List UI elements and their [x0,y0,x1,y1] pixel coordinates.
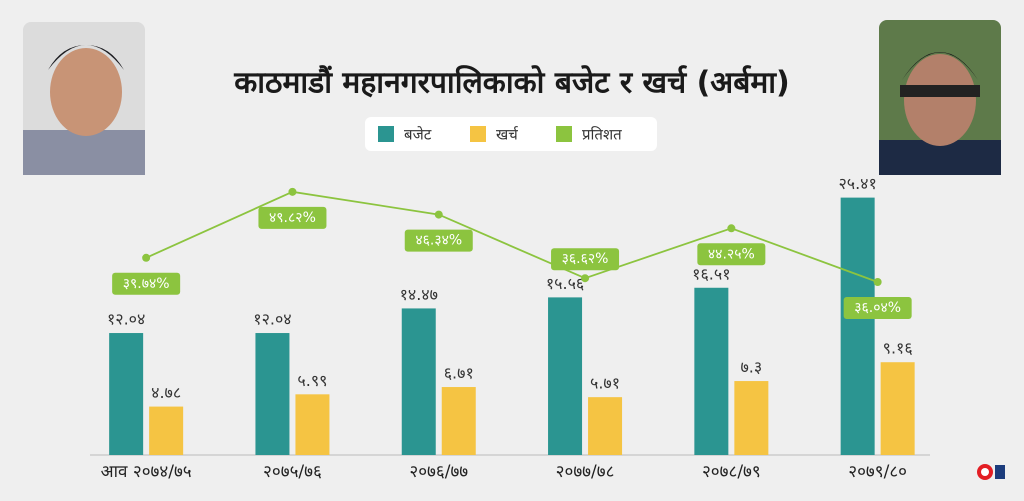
line-point [581,274,590,283]
data-label: ४६.३४% [415,233,462,249]
bar [694,287,729,455]
line-point [727,224,736,233]
data-label: ४९.८२% [269,210,316,226]
data-label-box [697,243,766,266]
x-tick-label: २०७८/७९ [702,462,761,482]
data-label: २५.४१ [838,174,876,193]
chart-title: काठमाडौं महानगरपालिकाको बजेट र खर्च (अर्… [233,65,790,101]
data-label-box [404,229,473,252]
bar [588,397,623,455]
x-tick-label: २०७७/७८ [556,462,615,482]
data-label-box [843,297,912,320]
data-label: १२.०४ [253,310,291,329]
line-point [288,187,297,196]
line-point [142,253,151,262]
data-label: ६.७१ [444,364,474,383]
legend-swatch [470,126,486,142]
bar [734,381,769,455]
portrait-right [879,20,1001,175]
bar [441,387,476,455]
data-label: १२.०४ [107,310,145,329]
bar [149,406,184,455]
bar [109,333,144,455]
data-label: ३९.७४% [123,276,170,292]
legend-label: खर्च [496,126,519,144]
legend-box [365,117,657,151]
legend-swatch [378,126,394,142]
bar [548,297,583,455]
portrait-left [23,22,145,175]
legend-label: बजेट [404,126,432,144]
bar [840,197,875,455]
data-label: १६.५१ [692,264,730,283]
bar [255,333,290,455]
x-tick-label: २०७९/८० [848,462,907,482]
data-label: ४४.२५% [708,246,755,262]
data-label: १४.४७ [400,285,438,304]
data-label: ५.७१ [590,374,620,393]
data-label-box [551,248,620,271]
bar [295,394,330,455]
data-label-box [112,272,181,295]
data-label: ४.७८ [151,383,181,402]
data-label: ५.९९ [297,371,327,390]
x-tick-label: आव २०७४/७५ [101,462,192,482]
data-label: ९.१६ [883,339,913,358]
x-tick-label: २०७६/७७ [409,462,468,482]
data-label: ७.३ [740,358,762,377]
bar [880,362,915,455]
line-point [434,210,443,219]
bar [401,308,436,455]
line-point [873,278,882,287]
data-label-box [258,206,327,229]
data-label: १५.५६ [546,274,584,293]
line [145,190,878,283]
data-label: ३६.०४% [854,300,901,316]
legend-swatch [556,126,572,142]
x-tick-label: २०७५/७६ [263,462,322,482]
logo [977,464,1005,480]
data-label: ३६.६२% [562,251,609,267]
legend-label: प्रतिशत [582,126,622,144]
